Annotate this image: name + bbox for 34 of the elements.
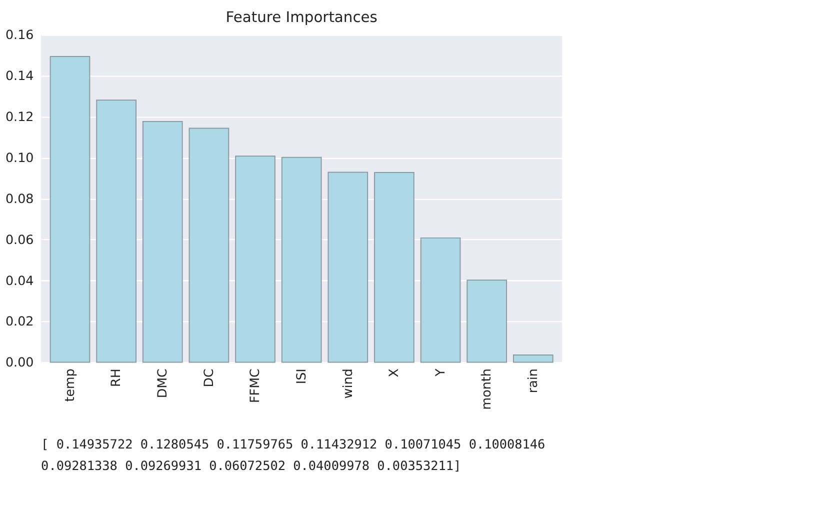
x-tick-label: FFMC [247, 368, 262, 403]
x-tick-label: ISI [293, 368, 308, 384]
chart-title: Feature Importances [226, 9, 378, 26]
bar [96, 100, 136, 363]
x-tick-label: DC [200, 368, 216, 388]
y-tick-label: 0.08 [5, 190, 34, 206]
bar [374, 172, 414, 363]
bar [281, 156, 322, 363]
bar [512, 354, 554, 363]
y-tick-label: 0.06 [5, 232, 34, 247]
text: [ 0.14935722 0.1280545 0.11759765 0.11432912 0.10071045 0.10008146 [41, 436, 546, 452]
y-tick-label: 0.04 [5, 272, 34, 288]
x-tick-label: month [478, 368, 494, 410]
bar [466, 280, 508, 363]
bar [50, 56, 90, 363]
bar [235, 156, 276, 363]
bar [142, 121, 183, 363]
bar [420, 237, 461, 363]
x-tick-label: temp [62, 368, 77, 402]
y-tick-label: 0.12 [5, 109, 34, 124]
x-tick-label: rain [525, 368, 540, 394]
y-tick-label: 0.10 [5, 150, 34, 165]
y-tick-label: 0.02 [5, 314, 34, 329]
y-tick-label: 0.16 [5, 27, 34, 42]
bar [328, 172, 368, 363]
y-tick-label: 0.00 [5, 354, 34, 370]
x-tick-label: X [386, 368, 402, 378]
x-tick-label: wind [340, 368, 355, 399]
y-tick-label: 0.14 [5, 68, 34, 84]
text: 0.09281338 0.09269931 0.06072502 0.04009978 0.00353211] [41, 458, 462, 473]
x-tick-label: DMC [154, 368, 170, 398]
x-tick-label: RH [108, 368, 124, 387]
x-tick-label: Y [432, 368, 448, 378]
bar [188, 128, 230, 363]
